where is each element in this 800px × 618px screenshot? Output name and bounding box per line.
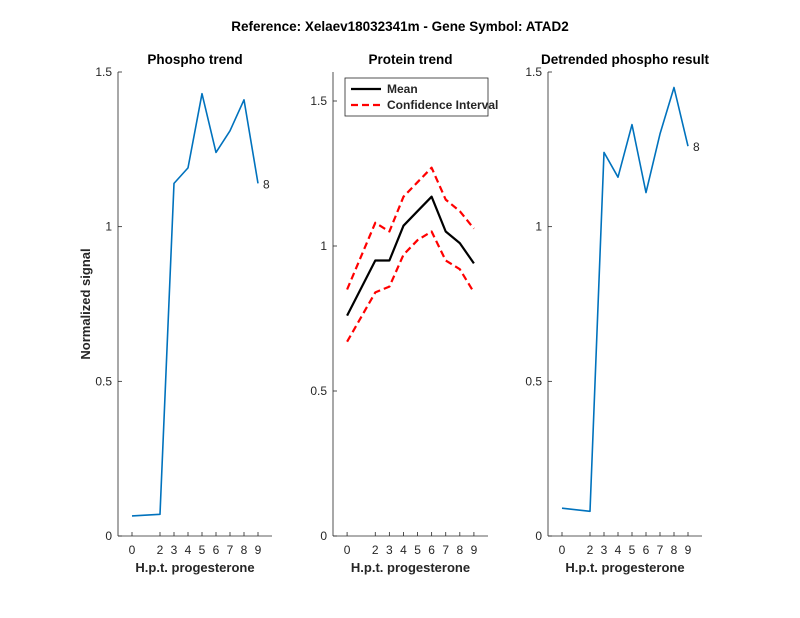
- y-axis-label: Normalized signal: [78, 248, 93, 359]
- x-tick-label: 0: [559, 543, 566, 557]
- series-line-confidence-interval-lower: [346, 230, 475, 343]
- y-tick-label: 0: [320, 529, 327, 543]
- x-tick-label: 4: [615, 543, 622, 557]
- y-tick-label: 0: [535, 529, 542, 543]
- y-tick-label: 1: [320, 239, 327, 253]
- series-line-confidence-interval: [346, 166, 475, 290]
- x-tick-label: 3: [601, 543, 608, 557]
- x-tick-label: 9: [685, 543, 692, 557]
- x-tick-label: 7: [227, 543, 234, 557]
- x-tick-label: 4: [185, 543, 192, 557]
- x-tick-label: 8: [456, 543, 463, 557]
- x-tick-label: 7: [657, 543, 664, 557]
- series-line-mean: [346, 195, 475, 317]
- x-axis-label: H.p.t. progesterone: [565, 560, 684, 575]
- x-tick-label: 8: [671, 543, 678, 557]
- series-line-phospho: [131, 92, 259, 517]
- series-line-phospho: [561, 86, 689, 513]
- panel-title: Protein trend: [368, 52, 452, 67]
- y-tick-label: 0.5: [310, 384, 327, 398]
- y-tick-label: 1.5: [310, 94, 327, 108]
- x-tick-label: 5: [629, 543, 636, 557]
- y-tick-label: 1: [535, 220, 542, 234]
- x-tick-label: 2: [587, 543, 594, 557]
- x-tick-label: 6: [428, 543, 435, 557]
- x-axis-label: H.p.t. progesterone: [135, 560, 254, 575]
- x-tick-label: 2: [372, 543, 379, 557]
- legend-entry-label: Mean: [387, 82, 418, 96]
- x-tick-label: 8: [241, 543, 248, 557]
- x-tick-label: 4: [400, 543, 407, 557]
- x-axis-label: H.p.t. progesterone: [351, 560, 470, 575]
- chart-panel-2: 0 0.5 1 1.5 0 2 3 4 5 6 7 8 9 Protein trend H.p.t. pro…: [310, 52, 498, 575]
- y-tick-label: 0: [105, 529, 112, 543]
- y-tick-label: 1.5: [95, 65, 112, 79]
- x-tick-label: 0: [129, 543, 136, 557]
- end-point-label: 8: [263, 177, 270, 191]
- legend: Mean Confidence Interval: [344, 77, 498, 117]
- legend-box: [344, 77, 489, 117]
- y-tick-label: 1: [105, 220, 112, 234]
- x-tick-label: 6: [213, 543, 220, 557]
- x-tick-label: 3: [386, 543, 393, 557]
- end-point-label: 8: [693, 140, 700, 154]
- y-tick-label: 1.5: [525, 65, 542, 79]
- figure-suptitle: Reference: Xelaev18032341m - Gene Symbol…: [231, 19, 568, 34]
- legend-entry-label: Confidence Interval: [387, 98, 498, 112]
- x-tick-label: 2: [157, 543, 164, 557]
- y-tick-label: 0.5: [95, 374, 112, 388]
- x-tick-label: 7: [442, 543, 449, 557]
- x-tick-label: 6: [643, 543, 650, 557]
- x-tick-label: 3: [171, 543, 178, 557]
- x-tick-label: 9: [255, 543, 262, 557]
- x-tick-label: 9: [471, 543, 478, 557]
- panel-title: Detrended phospho result: [541, 52, 710, 67]
- x-tick-label: 0: [344, 543, 351, 557]
- x-tick-label: 5: [199, 543, 206, 557]
- y-tick-label: 0.5: [525, 374, 542, 388]
- panel-title: Phospho trend: [147, 52, 242, 67]
- x-tick-label: 5: [414, 543, 421, 557]
